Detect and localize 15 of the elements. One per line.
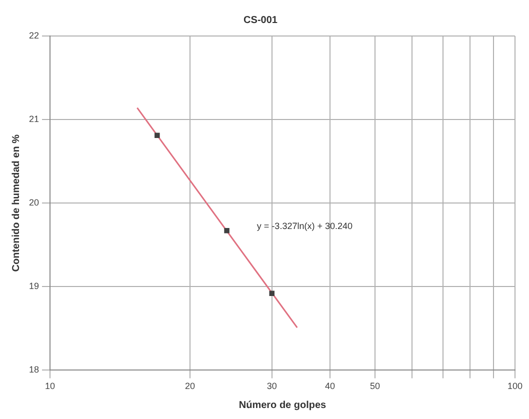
x-tick-label: 40 <box>324 381 335 392</box>
x-tick-label: 10 <box>45 381 56 392</box>
y-axis-title: Contenido de humedad en % <box>10 134 22 272</box>
y-tick-label: 18 <box>28 364 40 375</box>
y-tick-label: 20 <box>28 198 40 208</box>
x-tick-label: 50 <box>370 381 380 392</box>
x-tick-label: 30 <box>266 381 277 392</box>
y-tick-label: 21 <box>28 114 40 124</box>
chart-title: CS-001 <box>244 14 278 26</box>
x-tick-label: 20 <box>184 381 195 392</box>
x-tick-label: 100 <box>507 381 523 392</box>
y-tick-label: 19 <box>28 281 40 292</box>
x-axis-title: Número de golpes <box>238 400 327 411</box>
y-tick-label: 22 <box>28 30 40 40</box>
annotation: y = -3.327ln(x) + 30.240 <box>256 220 352 231</box>
